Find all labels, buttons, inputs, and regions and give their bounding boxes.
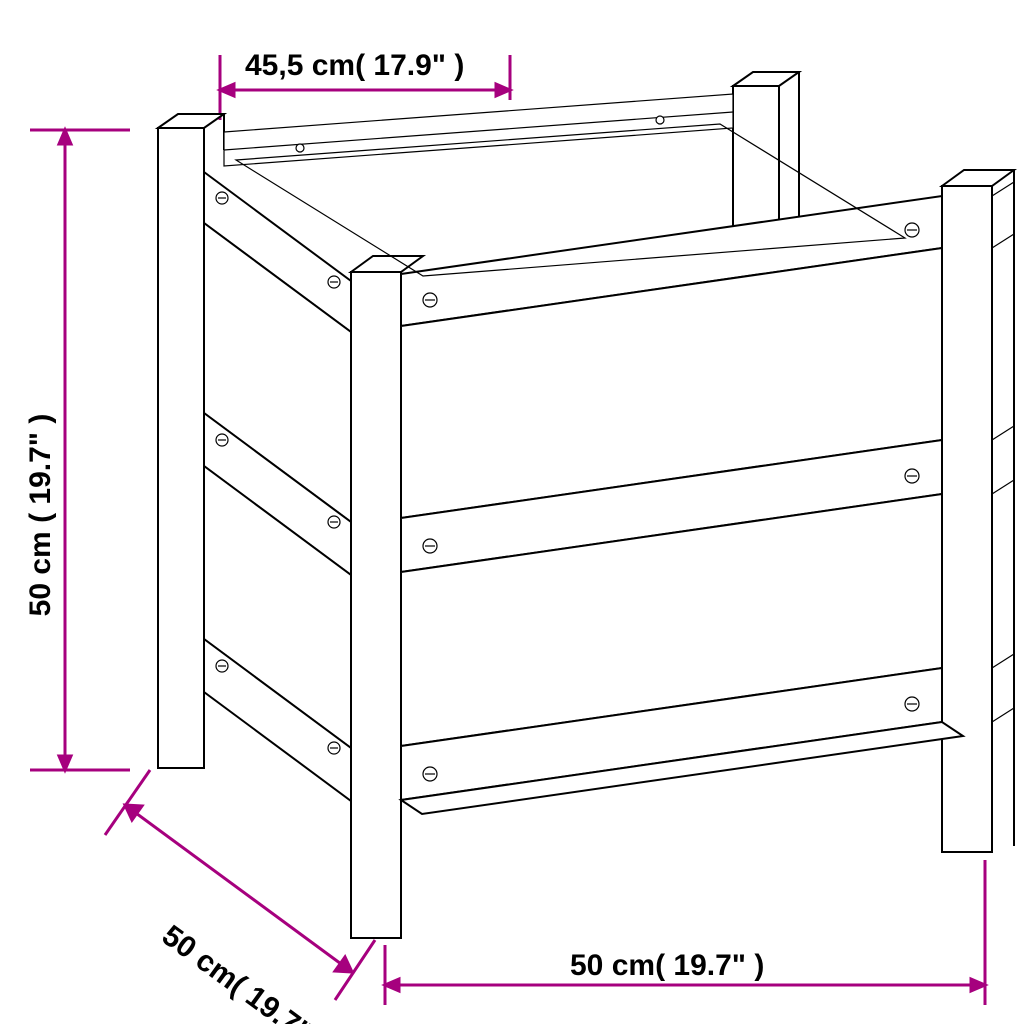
label-top-inner: 45,5 cm( 17.9" ) [245,49,464,82]
label-height: 50 cm ( 19.7" ) [24,414,57,617]
label-width: 50 cm( 19.7" ) [570,949,764,982]
dim-width [385,860,985,1005]
front-face [401,196,963,814]
right-face-hint [992,182,1014,722]
planter-dimension-figure: 45,5 cm( 17.9" ) 50 cm ( 19.7" ) 50 cm( … [0,0,1024,1024]
planter-drawing [158,72,1014,938]
label-depth: 50 cm( 19.7" ) [156,919,333,1024]
